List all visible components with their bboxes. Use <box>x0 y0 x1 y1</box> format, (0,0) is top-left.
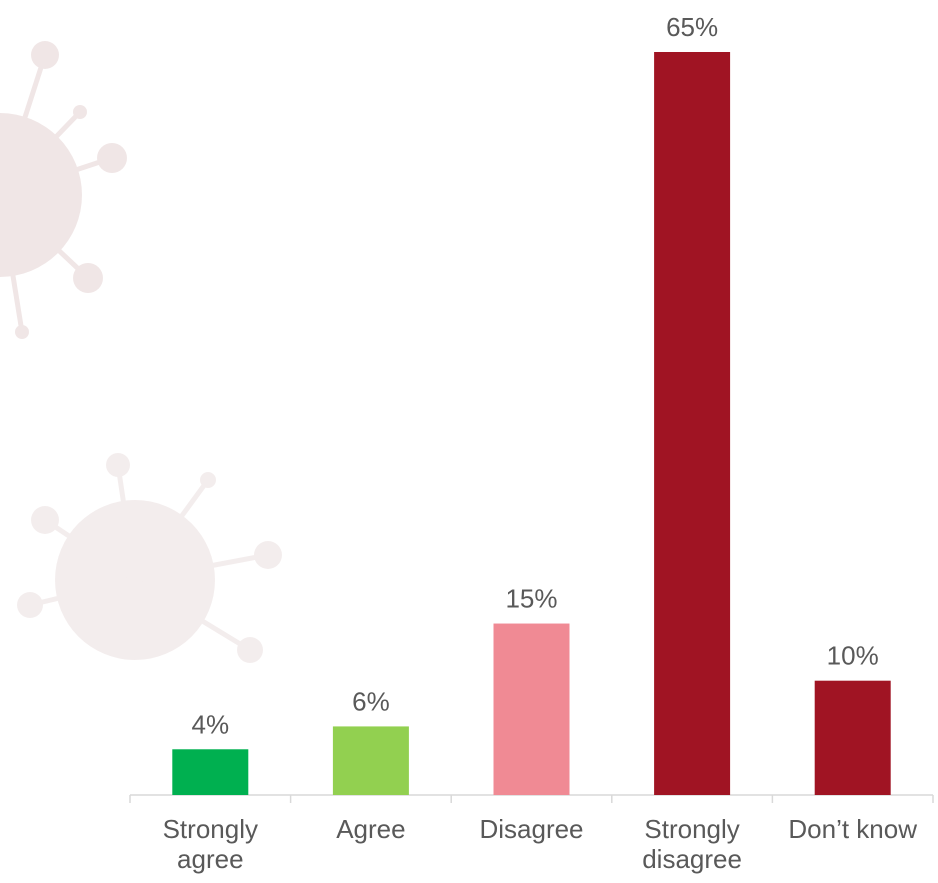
virus-decoration <box>17 453 282 663</box>
bar <box>814 680 891 795</box>
x-tick-label: Strongly agree <box>162 814 258 874</box>
data-label: 10% <box>827 641 879 671</box>
data-label: 6% <box>352 686 390 716</box>
bar <box>493 623 570 795</box>
bar <box>332 726 409 795</box>
x-tick-label: Strongly disagree <box>642 814 742 874</box>
x-tick-label: Disagree <box>479 814 584 844</box>
x-tick-label: Agree <box>336 814 406 844</box>
bar <box>172 749 249 795</box>
virus-decoration <box>0 41 127 339</box>
bar <box>654 52 731 795</box>
x-tick-label: Don’t know <box>788 814 917 844</box>
data-label: 4% <box>192 709 230 739</box>
data-label: 65% <box>666 12 718 42</box>
data-label: 15% <box>505 584 557 614</box>
